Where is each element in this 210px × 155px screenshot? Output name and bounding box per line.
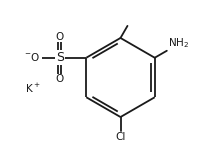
- Text: O: O: [56, 74, 64, 84]
- Text: Cl: Cl: [115, 132, 126, 142]
- Text: K$^+$: K$^+$: [25, 82, 41, 95]
- Text: $^{-}$O: $^{-}$O: [24, 51, 40, 63]
- Text: S: S: [56, 51, 64, 64]
- Text: O: O: [56, 31, 64, 42]
- Text: NH$_2$: NH$_2$: [168, 36, 189, 50]
